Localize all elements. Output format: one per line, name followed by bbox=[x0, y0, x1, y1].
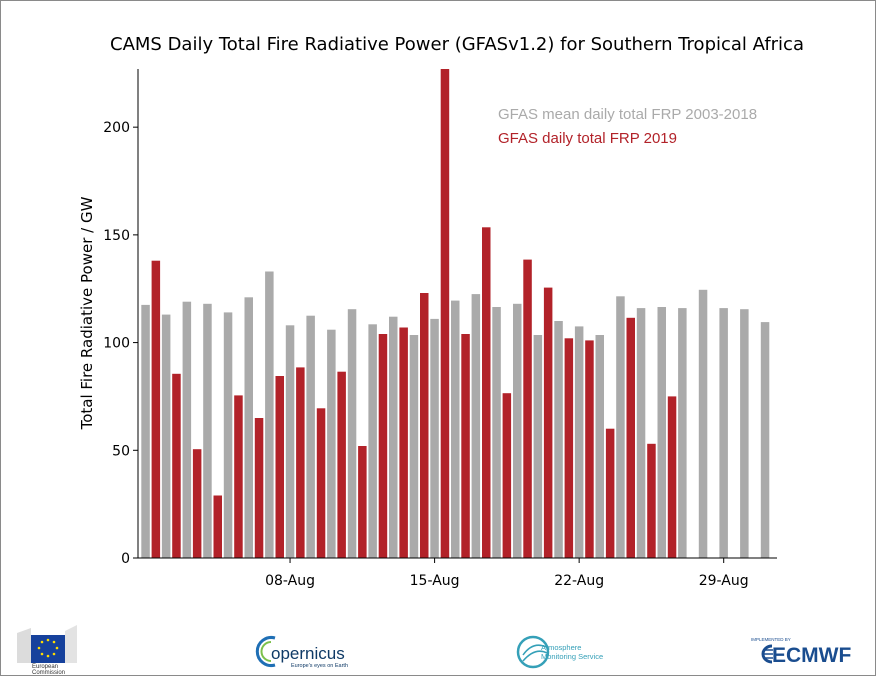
bar-mean-2019-08-27 bbox=[678, 308, 687, 558]
bar-2019-2019-08-20 bbox=[543, 287, 553, 558]
bar-mean-2019-08-29 bbox=[719, 308, 728, 558]
bar-2019-2019-08-15 bbox=[440, 69, 450, 558]
bar-2019-2019-08-10 bbox=[337, 371, 346, 558]
bar-mean-2019-08-21 bbox=[554, 321, 563, 558]
bar-2019-2019-08-12 bbox=[378, 334, 388, 558]
bar-mean-2019-08-20 bbox=[533, 335, 543, 558]
bar-2019-2019-08-17 bbox=[482, 227, 491, 559]
y-tick-label-0: 0 bbox=[121, 551, 130, 567]
bar-mean-2019-08-31 bbox=[760, 322, 770, 558]
bar-mean-2019-08-12 bbox=[368, 324, 377, 558]
bar-2019-2019-08-26 bbox=[667, 396, 677, 558]
bar-2019-2019-08-05 bbox=[234, 395, 243, 558]
y-axis-label: Total Fire Radiative Power / GW bbox=[78, 196, 96, 430]
bar-mean-2019-08-06 bbox=[244, 297, 253, 558]
svg-text:opernicus: opernicus bbox=[271, 644, 345, 663]
svg-text:ECMWF: ECMWF bbox=[772, 644, 851, 667]
bar-2019-2019-08-21 bbox=[564, 338, 574, 558]
bar-mean-2019-08-30 bbox=[740, 309, 749, 558]
bar-2019-2019-08-13 bbox=[399, 327, 408, 558]
bar-mean-2019-08-25 bbox=[636, 308, 646, 558]
bar-mean-2019-08-15 bbox=[430, 318, 439, 558]
bar-mean-2019-08-18 bbox=[492, 307, 501, 558]
svg-text:Monitoring Service: Monitoring Service bbox=[541, 652, 603, 661]
bar-2019-2019-08-08 bbox=[296, 367, 305, 558]
bar-2019-2019-08-07 bbox=[275, 376, 284, 558]
bar-2019-2019-08-04 bbox=[213, 495, 222, 558]
ams-logo: Atmosphere Monitoring Service bbox=[516, 635, 603, 669]
bar-mean-2019-08-22 bbox=[574, 326, 584, 558]
ecmwf-logo: IMPLEMENTED BY ECMWF bbox=[751, 637, 851, 667]
bar-2019-2019-08-23 bbox=[605, 428, 615, 558]
svg-text:Europe's eyes on Earth: Europe's eyes on Earth bbox=[291, 663, 348, 669]
bar-mean-2019-08-10 bbox=[327, 329, 336, 558]
legend-entry-mean: GFAS mean daily total FRP 2003-2018 bbox=[498, 106, 757, 123]
bar-2019-2019-08-16 bbox=[461, 334, 470, 558]
y-tick-label-200: 200 bbox=[103, 120, 130, 136]
svg-text:European: European bbox=[32, 664, 58, 670]
bar-mean-2019-08-03 bbox=[182, 301, 192, 558]
y-tick-label-50: 50 bbox=[112, 443, 130, 459]
x-tick-label-08-Aug: 08-Aug bbox=[265, 573, 315, 589]
legend-entry-2019: GFAS daily total FRP 2019 bbox=[498, 130, 677, 147]
chart-title: CAMS Daily Total Fire Radiative Power (G… bbox=[110, 34, 804, 55]
x-tick-label-15-Aug: 15-Aug bbox=[410, 573, 460, 589]
bar-mean-2019-08-04 bbox=[203, 303, 212, 558]
bar-mean-2019-08-05 bbox=[223, 312, 233, 558]
y-ticks-group: 0 50 100 150 200 bbox=[103, 120, 138, 567]
bar-2019-2019-08-11 bbox=[358, 446, 367, 558]
svg-text:Commission: Commission bbox=[32, 670, 65, 676]
bar-mean-2019-08-09 bbox=[306, 315, 315, 558]
bar-mean-2019-08-14 bbox=[409, 335, 419, 558]
bar-2019-2019-08-24 bbox=[626, 317, 635, 558]
bar-mean-2019-08-17 bbox=[471, 294, 481, 558]
bar-mean-2019-08-23 bbox=[595, 335, 604, 558]
bar-mean-2019-08-19 bbox=[513, 303, 522, 558]
bar-2019-2019-08-19 bbox=[523, 259, 532, 558]
svg-text:IMPLEMENTED BY: IMPLEMENTED BY bbox=[751, 637, 791, 642]
bars-group bbox=[141, 69, 770, 559]
bar-mean-2019-08-28 bbox=[698, 289, 708, 558]
x-ticks-group: 08-Aug 15-Aug 22-Aug 29-Aug bbox=[265, 558, 749, 589]
bar-mean-2019-08-26 bbox=[657, 307, 666, 558]
bar-mean-2019-08-02 bbox=[161, 314, 171, 558]
bar-2019-2019-08-02 bbox=[172, 373, 181, 558]
y-tick-label-100: 100 bbox=[103, 336, 130, 352]
bar-mean-2019-08-24 bbox=[616, 296, 625, 558]
eu-logo: European Commission bbox=[17, 625, 77, 676]
x-tick-label-29-Aug: 29-Aug bbox=[699, 573, 749, 589]
bar-mean-2019-08-16 bbox=[451, 300, 460, 558]
bar-2019-2019-08-06 bbox=[254, 418, 264, 558]
bar-2019-2019-08-09 bbox=[316, 408, 326, 558]
bar-2019-2019-08-03 bbox=[192, 449, 202, 558]
copernicus-logo: opernicus Europe's eyes on Earth bbox=[255, 636, 348, 669]
bar-2019-2019-08-25 bbox=[647, 443, 656, 558]
bar-2019-2019-08-22 bbox=[585, 340, 594, 558]
bar-2019-2019-08-01 bbox=[151, 260, 161, 558]
bar-2019-2019-08-18 bbox=[502, 393, 512, 558]
bar-2019-2019-08-14 bbox=[420, 293, 429, 558]
bar-mean-2019-08-07 bbox=[265, 271, 274, 558]
bar-mean-2019-08-11 bbox=[347, 309, 357, 558]
svg-text:Atmosphere: Atmosphere bbox=[541, 643, 581, 652]
bar-mean-2019-08-13 bbox=[389, 316, 398, 558]
bar-mean-2019-08-01 bbox=[141, 304, 150, 558]
bar-mean-2019-08-08 bbox=[285, 325, 295, 558]
x-tick-label-22-Aug: 22-Aug bbox=[554, 573, 604, 589]
y-tick-label-150: 150 bbox=[103, 228, 130, 244]
